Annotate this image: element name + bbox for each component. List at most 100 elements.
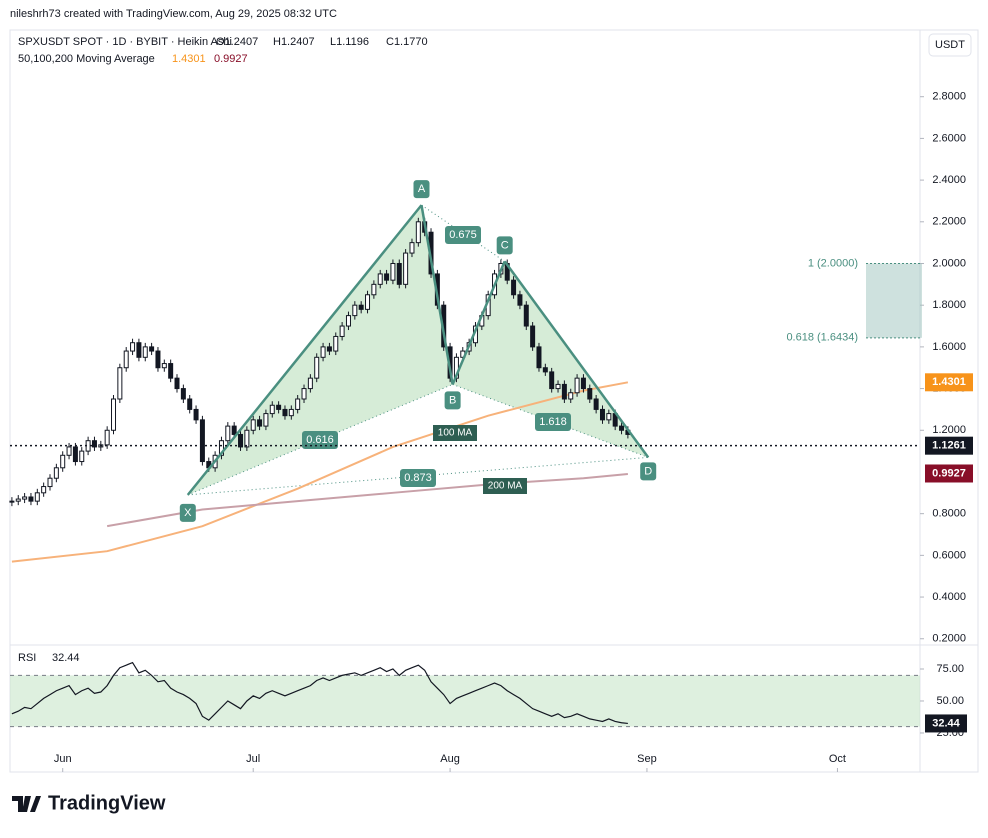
open: O1.2407	[216, 36, 258, 48]
ma-legend: 50,100,200 Moving Average	[18, 53, 155, 65]
rsi-tick-label: 75.00	[936, 663, 964, 675]
ma-badge	[433, 425, 477, 441]
candle	[301, 388, 307, 400]
candle	[66, 446, 72, 456]
price-tick-label: 1.6000	[932, 341, 966, 353]
point-badge	[640, 462, 657, 481]
candle	[276, 404, 282, 410]
time-tick-label: Oct	[829, 753, 846, 765]
candle	[282, 408, 288, 417]
rsi-price: 32.44	[932, 717, 960, 729]
candle	[549, 371, 555, 390]
pattern-fill	[452, 261, 649, 458]
candle	[320, 346, 326, 358]
candle	[41, 486, 47, 494]
candle	[288, 408, 294, 417]
symbol: SPXUSDT SPOT · 1D · BYBIT · Heikin Ashi	[18, 36, 232, 48]
ratio-badge	[302, 431, 338, 449]
candle	[22, 496, 28, 500]
candle	[403, 252, 409, 285]
point-label: D	[644, 465, 652, 477]
candle	[307, 377, 313, 390]
candle	[568, 392, 574, 400]
ma-price-badge	[925, 373, 973, 392]
candle	[218, 440, 224, 456]
point-badge	[444, 391, 461, 410]
candle	[587, 388, 593, 400]
candle	[174, 377, 180, 390]
candle	[155, 350, 161, 369]
candle	[225, 425, 231, 442]
candle	[511, 279, 517, 296]
candle	[250, 419, 256, 431]
candle	[396, 262, 402, 285]
pattern-leg	[451, 260, 506, 385]
currency-button[interactable]	[928, 33, 972, 57]
high: H1.2407	[273, 36, 315, 48]
ratio-badge	[535, 413, 571, 431]
target-label: 0.618 (1.6434)	[786, 332, 858, 344]
candle	[180, 388, 186, 400]
price-tick-label: 2.8000	[932, 91, 966, 103]
point-badge	[413, 180, 430, 199]
candle	[390, 262, 396, 281]
price-tick-label: 0.8000	[932, 508, 966, 520]
candle	[593, 398, 599, 410]
ratio-label: 0.616	[306, 434, 334, 446]
time-tick-label: Aug	[440, 753, 460, 765]
candle	[130, 342, 136, 352]
candle	[53, 467, 59, 479]
candle	[149, 346, 155, 352]
candle	[117, 367, 123, 400]
ma-badge	[483, 478, 527, 494]
target-zone	[866, 263, 922, 338]
pattern-leg	[503, 260, 650, 459]
rsi-value: 32.44	[52, 652, 80, 664]
candle	[326, 346, 332, 352]
candle	[60, 454, 66, 469]
time-tick-label: Jun	[54, 753, 72, 765]
legend-ma100: 1.4301	[172, 53, 206, 65]
price-tick-label: 0.2000	[932, 633, 966, 645]
candle	[9, 500, 15, 503]
low: L1.1196	[330, 36, 369, 48]
ma-label: 100 MA	[438, 428, 473, 439]
candle	[377, 273, 383, 285]
ratio-label: 0.675	[449, 229, 477, 241]
ma-price-badge	[925, 464, 973, 483]
candle	[333, 335, 339, 352]
ratio-badge	[445, 226, 481, 244]
logo-text: TradingView	[48, 792, 166, 814]
candle	[517, 294, 523, 306]
point-label: C	[501, 239, 509, 251]
last-price-badge	[925, 436, 973, 455]
candle	[104, 429, 110, 446]
point-label: X	[184, 507, 192, 519]
price-tick-label: 1.8000	[932, 299, 966, 311]
price-tick-label: 2.6000	[932, 132, 966, 144]
ma-price: 0.9927	[932, 467, 966, 479]
moving-average	[106, 473, 628, 528]
candle	[161, 363, 167, 369]
currency[interactable]: USDT	[935, 39, 965, 51]
candle	[561, 383, 567, 400]
moving-average	[11, 381, 629, 563]
candle	[34, 492, 40, 502]
candle	[352, 304, 358, 317]
price-tick-label: 0.6000	[932, 549, 966, 561]
pattern-leg	[186, 204, 423, 496]
point-label: A	[418, 183, 426, 195]
candle	[339, 325, 345, 337]
pattern-dotted	[187, 456, 649, 496]
candle	[111, 398, 117, 431]
target-label: 1 (2.0000)	[808, 257, 858, 269]
frame	[9, 29, 979, 773]
candle	[371, 283, 377, 296]
pattern-leg	[420, 204, 454, 385]
point-badge	[496, 236, 513, 255]
rsi-title: RSI	[18, 652, 36, 664]
candle	[231, 425, 237, 435]
candle	[345, 315, 351, 327]
candle	[269, 404, 275, 415]
candle	[599, 408, 605, 421]
